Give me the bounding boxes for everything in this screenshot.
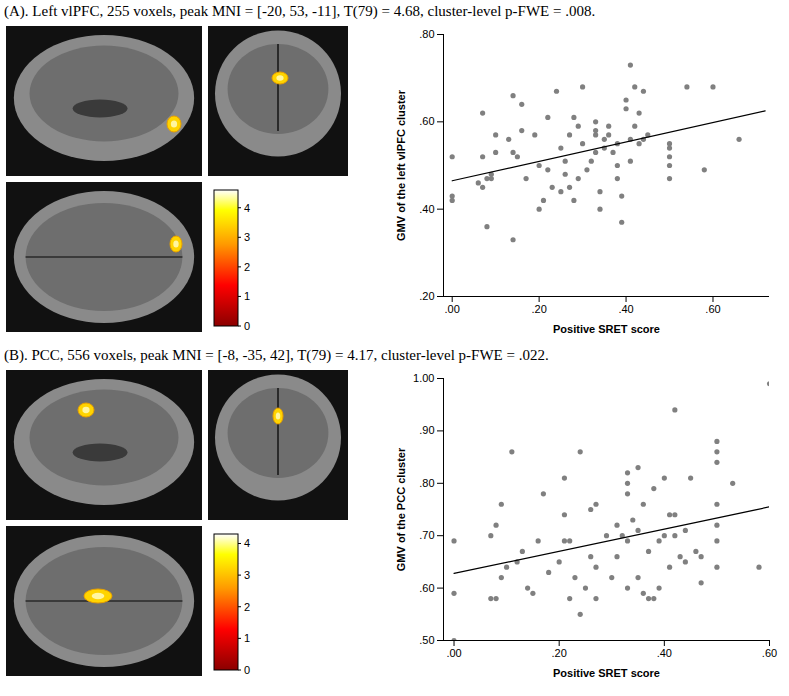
svg-text:.60: .60	[762, 647, 777, 659]
svg-text:.40: .40	[618, 303, 633, 315]
svg-text:1: 1	[244, 290, 250, 302]
svg-text:GMV of the PCC cluster: GMV of the PCC cluster	[395, 447, 407, 571]
svg-text:.40: .40	[419, 203, 434, 215]
svg-text:.20: .20	[419, 290, 434, 302]
svg-text:Positive SRET score: Positive SRET score	[553, 323, 660, 335]
svg-text:4: 4	[244, 202, 250, 214]
svg-text:2: 2	[244, 601, 250, 613]
svg-text:.50: .50	[419, 634, 434, 646]
svg-text:1.00: 1.00	[413, 372, 434, 384]
html-text:(B). PCC, 556 voxels, peak MNI: (B). PCC, 556 voxels, peak MNI = [-8, -3…	[4, 347, 549, 363]
svg-text:.60: .60	[705, 303, 720, 315]
svg-text:.90: .90	[419, 424, 434, 436]
svg-text:.60: .60	[419, 115, 434, 127]
svg-text:.00: .00	[445, 303, 460, 315]
svg-text:0: 0	[244, 320, 250, 332]
svg-text:.40: .40	[657, 647, 672, 659]
svg-text:Positive SRET score: Positive SRET score	[553, 667, 660, 679]
svg-text:3: 3	[244, 569, 250, 581]
svg-text:.00: .00	[446, 647, 461, 659]
svg-text:.80: .80	[419, 28, 434, 40]
svg-text:4: 4	[244, 537, 250, 549]
svg-text:.20: .20	[552, 647, 567, 659]
svg-text:GMV of the left vlPFC cluster: GMV of the left vlPFC cluster	[395, 89, 407, 241]
svg-text:3: 3	[244, 231, 250, 243]
svg-text:.60: .60	[419, 582, 434, 594]
svg-text:.80: .80	[419, 477, 434, 489]
svg-text:1: 1	[244, 632, 250, 644]
svg-text:.70: .70	[419, 529, 434, 541]
svg-text:2: 2	[244, 261, 250, 273]
html-text:(A). Left vlPFC, 255 voxels, p: (A). Left vlPFC, 255 voxels, peak MNI = …	[4, 3, 596, 19]
svg-text:0: 0	[244, 664, 250, 676]
svg-text:.20: .20	[531, 303, 546, 315]
